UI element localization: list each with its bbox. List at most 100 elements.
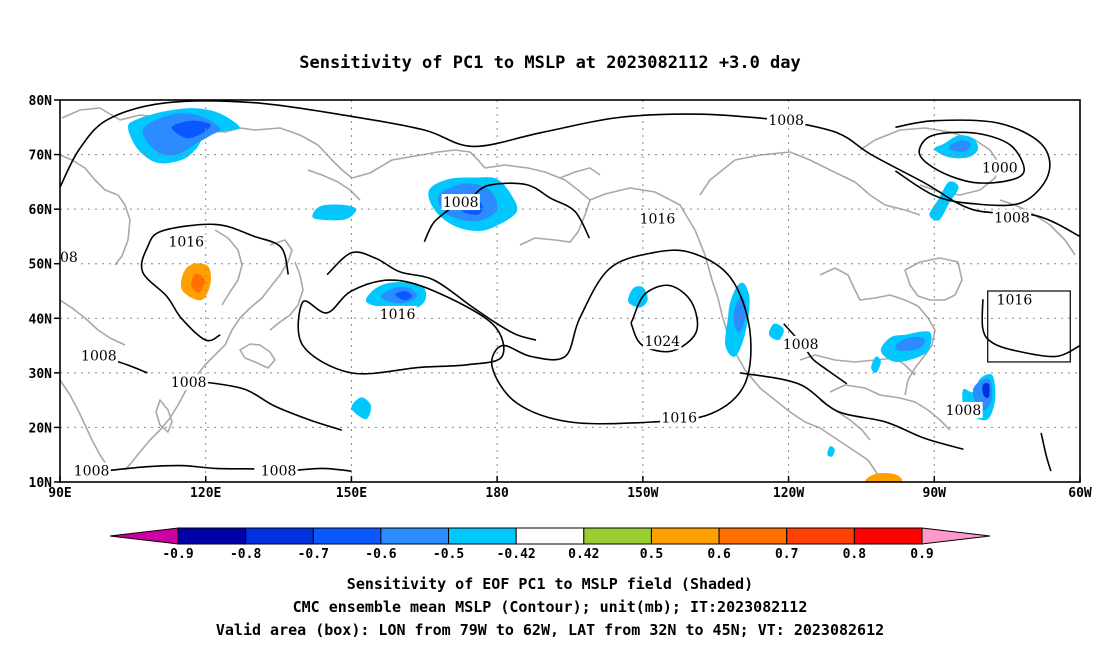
colorbar-label: 0.42 [568, 547, 599, 562]
lat-tick-label: 10N [29, 476, 53, 491]
colorbar-max-arrow [921, 527, 991, 545]
contour-label-bg [992, 209, 1032, 226]
contour-label: 1008 [42, 250, 78, 266]
mslp-contour-1008 [60, 100, 784, 188]
lat-tick-label: 50N [29, 258, 53, 273]
colorbar-bin [718, 527, 788, 545]
sensitivity-region [191, 273, 205, 293]
contour-label-bg [944, 401, 983, 418]
colorbar-bin [786, 527, 855, 545]
contour-label: 1016 [168, 234, 204, 250]
mslp-contour-1016 [297, 279, 505, 375]
mslp-contour-1008 [739, 372, 964, 451]
colorbar-label: 0.5 [640, 547, 663, 562]
caption-line-2: CMC ensemble mean MSLP (Contour); unit(m… [293, 598, 808, 616]
colorbar-bin [853, 527, 923, 545]
contour-label-bg [766, 112, 806, 129]
mslp-contour-1008 [1079, 154, 1080, 158]
coastlines [60, 107, 1076, 479]
mslp-contour-1008 [783, 119, 1080, 238]
contour-label: 1008 [74, 464, 110, 480]
latitude-axis: 80N 70N 60N 50N 40N 30N 20N 10N [29, 94, 60, 491]
contour-label: 1016 [640, 211, 676, 227]
mslp-contour-1008 [1040, 432, 1052, 472]
sensitivity-region [871, 356, 881, 374]
contour-label-bg [169, 374, 208, 391]
lon-tick-label: 120W [773, 486, 804, 501]
colorbar-label: -0.42 [497, 547, 536, 562]
mslp-contours [60, 100, 1080, 472]
lon-tick-label: 150E [336, 486, 367, 501]
sensitivity-region [351, 397, 372, 420]
mslp-contour-1000 [918, 131, 1025, 184]
colorbar: -0.9 -0.8 -0.7 -0.6 -0.5 -0.42 0.42 0.5 0.6 0.7 0.… [109, 527, 991, 562]
contour-label-bg [72, 462, 111, 479]
contour-label: 1008 [443, 195, 479, 211]
lon-tick-label: 90E [48, 486, 71, 501]
mslp-contour-1008 [108, 464, 255, 472]
colorbar-bin [448, 527, 517, 545]
contour-label-bg [660, 409, 699, 426]
contour-label-bg [259, 462, 298, 479]
mslp-contour-1008 [326, 251, 537, 341]
lat-tick-label: 30N [29, 367, 53, 382]
contour-label: 1016 [997, 293, 1033, 309]
lat-tick-label: 70N [29, 149, 53, 164]
contour-label: 1008 [81, 348, 117, 364]
sensitivity-region [865, 473, 903, 482]
sensitivity-region [929, 181, 959, 221]
sensitivity-region [768, 323, 784, 341]
sensitivity-region [733, 296, 747, 333]
contour-label-bg [79, 347, 119, 364]
mslp-contour-1008 [467, 182, 591, 239]
lon-tick-label: 180 [485, 486, 509, 501]
mslp-contour-1008 [293, 467, 352, 472]
caption-line-3: Valid area (box): LON from 79W to 62W, L… [216, 621, 884, 639]
mslp-contour-1024 [630, 284, 699, 353]
lat-tick-label: 60N [29, 203, 53, 218]
colorbar-bin [380, 527, 450, 545]
colorbar-bin [650, 527, 720, 545]
sensitivity-region [827, 446, 835, 457]
sensitivity-region [982, 383, 990, 398]
lon-tick-label: 60W [1068, 486, 1092, 501]
contour-labels: 1024 1016 1008 1016 1008 1000 1008 1016 1008 1008… [42, 112, 1034, 480]
contour-label-bg [643, 333, 682, 350]
contour-label: 1008 [261, 464, 297, 480]
contour-label: 1000 [982, 161, 1018, 177]
colorbar-label: 0.6 [707, 547, 731, 562]
sensitivity-region [395, 290, 413, 301]
contour-label: 1008 [783, 337, 819, 353]
lat-tick-label: 40N [29, 312, 53, 327]
colorbar-min-arrow [109, 527, 179, 545]
colorbar-label: -0.6 [365, 547, 396, 562]
colorbar-label: -0.7 [298, 547, 329, 562]
sensitivity-region [948, 140, 971, 152]
lon-tick-label: 120E [190, 486, 221, 501]
contour-label: 1008 [994, 210, 1030, 226]
contour-label: 1008 [768, 113, 804, 129]
colorbar-bin [177, 527, 247, 545]
mslp-contour-1000 [894, 119, 1051, 207]
contour-label: 1024 [644, 334, 680, 350]
sensitivity-region [628, 286, 648, 308]
mslp-contour-1016 [981, 299, 1080, 358]
mslp-contour-1016 [140, 223, 290, 342]
colorbar-label: -0.8 [230, 547, 261, 562]
sensitivity-region [171, 120, 211, 139]
colorbar-label: 0.9 [910, 547, 933, 562]
contour-label-bg [441, 194, 480, 211]
contour-label: 1016 [661, 411, 697, 427]
contour-label-bg [980, 159, 1020, 176]
contour-label: 1016 [380, 307, 416, 323]
contour-label-bg [781, 335, 820, 352]
colorbar-label: -0.5 [433, 547, 464, 562]
contour-label-bg [638, 210, 677, 227]
map-background [60, 100, 1080, 482]
sensitivity-region [894, 336, 926, 352]
lat-tick-label: 80N [29, 94, 53, 109]
lon-tick-label: 90W [923, 486, 947, 501]
sensitivity-region [312, 204, 357, 221]
contour-label: 1008 [171, 375, 207, 391]
